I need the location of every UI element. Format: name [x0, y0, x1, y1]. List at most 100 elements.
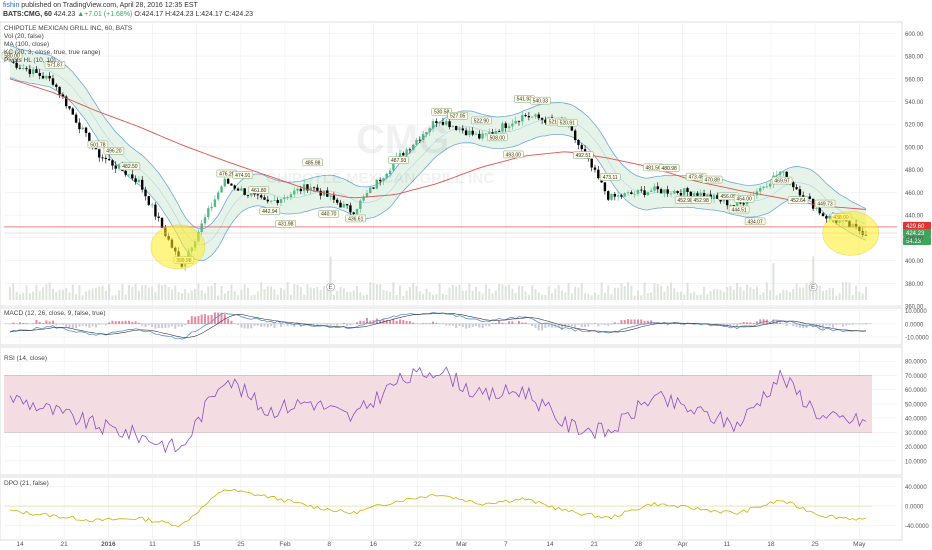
- pivot-label-text: 474.91: [235, 173, 251, 179]
- macd-histogram-bar: [858, 323, 861, 325]
- volume-bar: [798, 287, 801, 300]
- volume-bar: [792, 289, 795, 300]
- high-value: H:424.23: [165, 11, 196, 18]
- volume-bar: [147, 287, 150, 300]
- volume-bar: [587, 293, 590, 300]
- candle-body: [445, 121, 448, 125]
- macd-histogram-bar: [124, 320, 127, 325]
- pivot-label-box: [471, 116, 492, 125]
- volume-bar: [815, 285, 818, 300]
- pivot-label-text: 452.64: [790, 198, 806, 204]
- author-link[interactable]: fishin: [3, 2, 20, 9]
- volume-bar: [716, 288, 719, 300]
- candle-body: [94, 148, 98, 150]
- macd-histogram-bar: [250, 323, 253, 329]
- macd-histogram-bar: [402, 320, 405, 325]
- volume-bar: [61, 289, 64, 300]
- candle-body: [676, 191, 679, 193]
- macd-histogram-bar: [689, 323, 692, 325]
- pivot-label-box: [814, 199, 836, 208]
- volume-bar: [55, 291, 58, 300]
- volume-bar: [726, 287, 729, 300]
- indicator-vol[interactable]: Vol (20, false): [4, 33, 44, 40]
- macd-line: [9, 311, 867, 340]
- indicator-tick-label: -40.0000: [905, 524, 929, 530]
- pivot-label-text: 452.98: [694, 198, 710, 204]
- volume-bar: [141, 285, 144, 300]
- volume-bar: [382, 290, 385, 300]
- volume-bar: [653, 283, 656, 300]
- volume-bar: [603, 292, 606, 300]
- macd-histogram-bar: [154, 323, 157, 329]
- macd-histogram-bar: [584, 323, 587, 328]
- volume-bar: [58, 289, 61, 300]
- candle-body: [408, 149, 412, 151]
- candle-body: [435, 121, 438, 124]
- macd-title[interactable]: MACD (12, 26, close, 9, false, true): [4, 310, 106, 317]
- pivot-label-box: [599, 173, 621, 181]
- candle-body: [706, 194, 709, 198]
- macd-histogram-bar: [332, 323, 335, 325]
- time-tick-label: 8: [327, 541, 331, 548]
- volume-bar: [91, 288, 94, 300]
- volume-bar: [283, 289, 286, 300]
- candle-body: [61, 94, 65, 97]
- candle-body: [458, 128, 461, 130]
- candle-body: [35, 69, 38, 73]
- macd-histogram-bar: [329, 323, 332, 327]
- indicator-pivots[interactable]: Pivots HL (10, 10): [4, 57, 56, 64]
- macd-histogram-bar: [194, 316, 197, 325]
- rsi-title[interactable]: RSI (14, close): [4, 355, 47, 362]
- indicator-tick-label: 20.0000: [905, 445, 927, 451]
- pivot-label-box: [44, 61, 66, 69]
- candle-body: [514, 120, 517, 124]
- volume-bar: [742, 290, 745, 300]
- macd-histogram-bar: [627, 319, 630, 325]
- volume-bar: [508, 284, 511, 300]
- volume-bar: [280, 287, 283, 300]
- pivot-label-text: 521.95: [549, 119, 565, 125]
- macd-histogram-bar: [534, 323, 537, 329]
- candle-body: [25, 68, 28, 70]
- macd-histogram-bar: [190, 316, 193, 325]
- publish-line: fishin published on TradingView.com, Apr…: [3, 1, 198, 10]
- macd-histogram-bar: [673, 322, 676, 325]
- macd-histogram-bar: [392, 318, 395, 325]
- indicator-ma[interactable]: MA (100, close): [4, 41, 50, 48]
- volume-bar: [25, 285, 28, 300]
- volume-bar: [237, 295, 240, 300]
- volume-bar: [527, 294, 530, 300]
- volume-bar: [779, 293, 782, 300]
- pivot-label-text: 540.33: [533, 99, 549, 105]
- macd-histogram-bar: [726, 323, 729, 326]
- volume-bar: [808, 287, 811, 300]
- earnings-marker-text: E: [329, 285, 333, 291]
- macd-histogram-bar: [455, 323, 458, 328]
- volume-bar: [712, 288, 715, 300]
- macd-histogram-bar: [666, 323, 669, 326]
- candle-body: [712, 195, 716, 200]
- volume-bar: [458, 284, 461, 300]
- macd-histogram-bar: [65, 323, 68, 328]
- indicator-kc[interactable]: KC (20, 3, close, true, true range): [4, 49, 101, 56]
- candle-body: [293, 190, 296, 195]
- candle-body: [646, 191, 650, 196]
- dpo-title[interactable]: DPO (21, false): [4, 480, 49, 487]
- macd-histogram-bar: [48, 321, 51, 325]
- candle-body: [722, 199, 726, 202]
- macd-histogram-bar: [395, 320, 398, 325]
- candle-body: [607, 191, 610, 200]
- volume-bar: [554, 288, 557, 300]
- low-value: L:424.17: [195, 11, 225, 18]
- volume-bar: [22, 292, 25, 300]
- macd-histogram-bar: [544, 323, 547, 329]
- highlight-ellipse: [150, 224, 206, 270]
- candle-body: [815, 207, 818, 209]
- volume-bar: [180, 293, 183, 300]
- volume-bar: [32, 291, 35, 300]
- price-tick-label: 560.00: [905, 77, 924, 83]
- price-tick-label: 600.00: [905, 32, 924, 38]
- candle-body: [230, 183, 233, 186]
- pivot-label-text: 456.09: [720, 194, 736, 200]
- volume-bar: [415, 285, 418, 300]
